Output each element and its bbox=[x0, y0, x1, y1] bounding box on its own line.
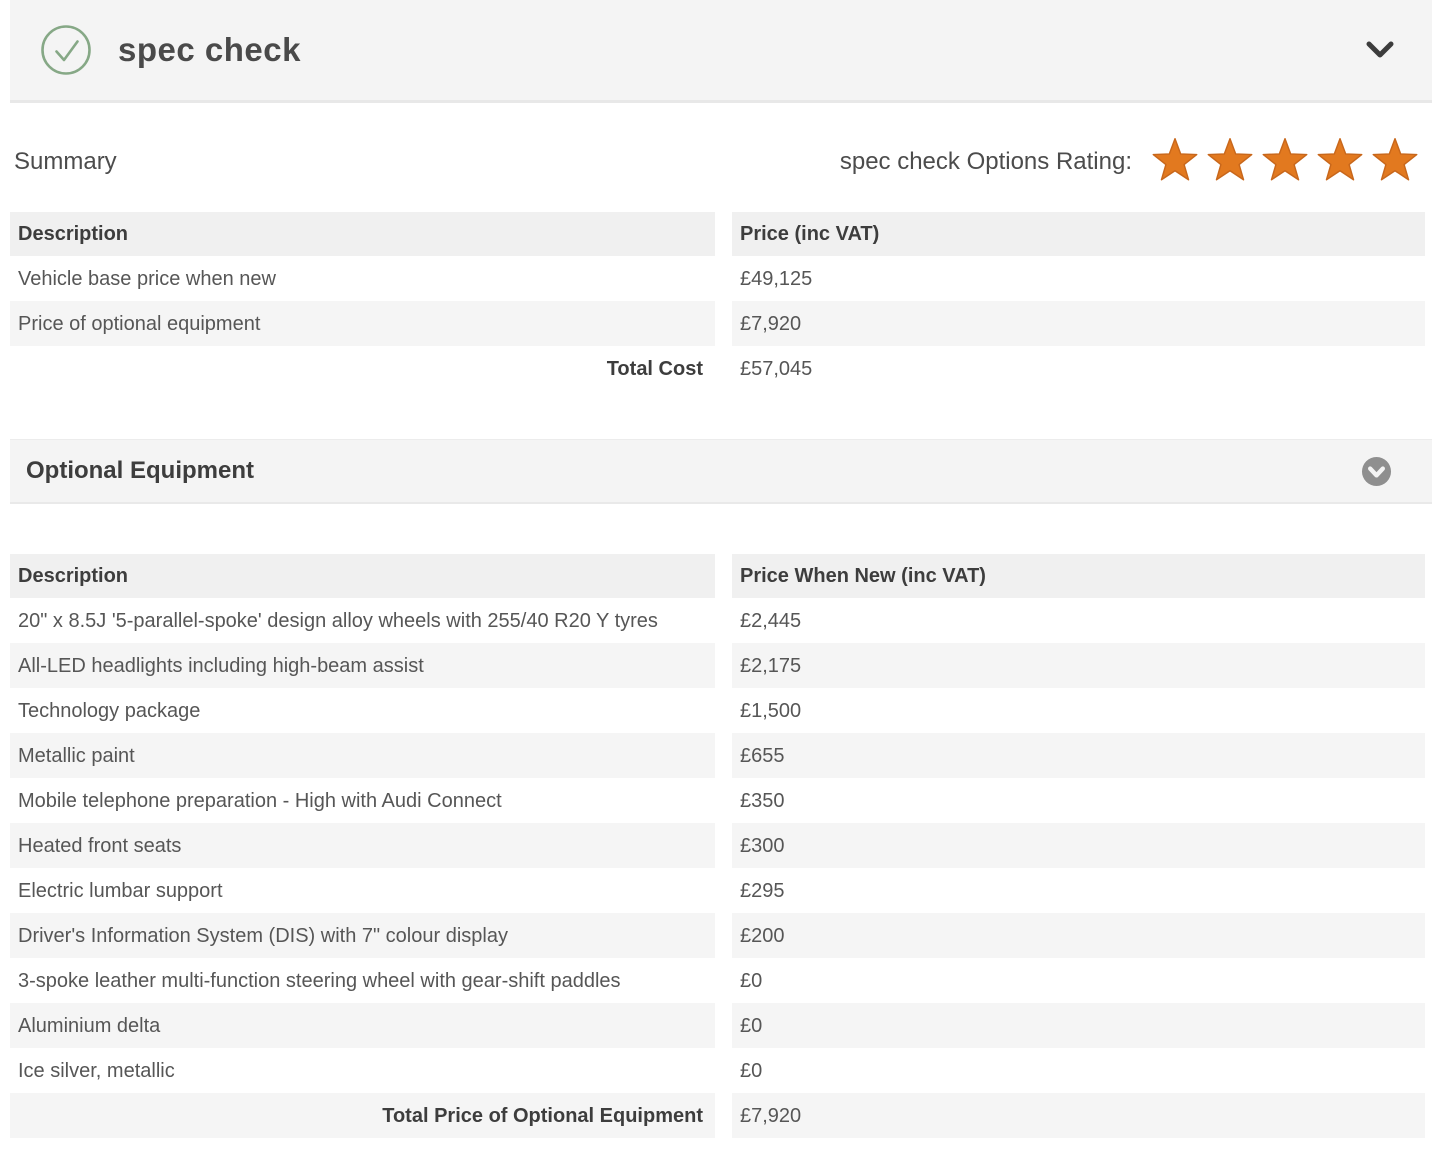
row-description: Mobile telephone preparation - High with… bbox=[18, 789, 502, 812]
star-icon bbox=[1152, 137, 1198, 186]
row-price: £49,125 bbox=[740, 267, 813, 290]
row-description: All-LED headlights including high-beam a… bbox=[10, 643, 715, 688]
chevron-down-icon[interactable] bbox=[1366, 40, 1394, 60]
row-price: £2,445 bbox=[740, 609, 802, 632]
spec-check-header[interactable]: spec check bbox=[10, 0, 1432, 103]
summary-total-label: Total Cost bbox=[606, 357, 703, 380]
equipment-total-row: Total Price of Optional Equipment £7,920 bbox=[10, 1093, 1425, 1138]
star-icon bbox=[1317, 137, 1363, 186]
optional-equipment-title: Optional Equipment bbox=[26, 457, 254, 484]
row-description: Ice silver, metallic bbox=[18, 1059, 175, 1082]
table-row: 3-spoke leather multi-function steering … bbox=[10, 958, 1425, 1003]
table-row: Electric lumbar support £295 bbox=[10, 868, 1425, 913]
rating-label: spec check Options Rating: bbox=[839, 147, 1132, 175]
summary-header-row: Summary spec check Options Rating: bbox=[14, 137, 1418, 186]
table-row: Driver's Information System (DIS) with 7… bbox=[10, 913, 1425, 958]
row-price: £0 bbox=[732, 1003, 1425, 1048]
summary-total-row: Total Cost £57,045 bbox=[10, 346, 1425, 391]
row-price: £0 bbox=[740, 1059, 763, 1082]
table-row: Technology package £1,500 bbox=[10, 688, 1425, 733]
equipment-col-description: Description bbox=[10, 554, 715, 598]
summary-total-price: £57,045 bbox=[740, 357, 813, 380]
row-description: Technology package bbox=[18, 699, 201, 722]
row-description: Price of optional equipment bbox=[10, 301, 715, 346]
summary-table: Description Price (inc VAT) Vehicle base… bbox=[10, 212, 1425, 391]
row-price: £2,175 bbox=[732, 643, 1425, 688]
row-description: 3-spoke leather multi-function steering … bbox=[18, 969, 621, 992]
equipment-total-price: £7,920 bbox=[732, 1093, 1425, 1138]
page-title: spec check bbox=[118, 31, 301, 68]
table-row: Mobile telephone preparation - High with… bbox=[10, 778, 1425, 823]
chevron-down-circle-icon[interactable] bbox=[1361, 456, 1392, 487]
row-price: £350 bbox=[740, 789, 785, 812]
row-price: £300 bbox=[732, 823, 1425, 868]
row-description: Vehicle base price when new bbox=[18, 267, 276, 290]
row-price: £1,500 bbox=[740, 699, 802, 722]
summary-col-description: Description bbox=[10, 212, 715, 256]
summary-table-rows: Vehicle base price when new £49,125 Pric… bbox=[10, 256, 1425, 346]
table-row: Vehicle base price when new £49,125 bbox=[10, 256, 1425, 301]
table-row: Aluminium delta £0 bbox=[10, 1003, 1425, 1048]
optional-equipment-header[interactable]: Optional Equipment bbox=[10, 439, 1432, 504]
row-price: £7,920 bbox=[732, 301, 1425, 346]
equipment-total-label: Total Price of Optional Equipment bbox=[10, 1093, 715, 1138]
check-circle-icon bbox=[40, 24, 92, 76]
table-row: 20" x 8.5J '5-parallel-spoke' design all… bbox=[10, 598, 1425, 643]
table-row: Ice silver, metallic £0 bbox=[10, 1048, 1425, 1093]
star-icon bbox=[1372, 137, 1418, 186]
star-icon bbox=[1207, 137, 1253, 186]
row-price: £295 bbox=[740, 879, 785, 902]
rating-stars bbox=[1152, 137, 1418, 186]
row-description: Driver's Information System (DIS) with 7… bbox=[10, 913, 715, 958]
summary-col-price: Price (inc VAT) bbox=[732, 212, 1425, 256]
optional-equipment-table: Description Price When New (inc VAT) 20"… bbox=[10, 554, 1425, 1138]
row-price: £0 bbox=[740, 969, 763, 992]
summary-table-header: Description Price (inc VAT) bbox=[10, 212, 1425, 256]
star-icon bbox=[1262, 137, 1308, 186]
row-description: Aluminium delta bbox=[10, 1003, 715, 1048]
equipment-table-header: Description Price When New (inc VAT) bbox=[10, 554, 1425, 598]
table-row: All-LED headlights including high-beam a… bbox=[10, 643, 1425, 688]
table-row: Heated front seats £300 bbox=[10, 823, 1425, 868]
row-description: Heated front seats bbox=[10, 823, 715, 868]
equipment-table-rows: 20" x 8.5J '5-parallel-spoke' design all… bbox=[10, 598, 1425, 1093]
table-row: Metallic paint £655 bbox=[10, 733, 1425, 778]
summary-title: Summary bbox=[14, 147, 117, 175]
row-description: 20" x 8.5J '5-parallel-spoke' design all… bbox=[18, 609, 658, 632]
table-row: Price of optional equipment £7,920 bbox=[10, 301, 1425, 346]
row-price: £200 bbox=[732, 913, 1425, 958]
options-rating: spec check Options Rating: bbox=[840, 137, 1418, 186]
equipment-col-price: Price When New (inc VAT) bbox=[732, 554, 1425, 598]
row-price: £655 bbox=[732, 733, 1425, 778]
row-description: Electric lumbar support bbox=[18, 879, 223, 902]
row-description: Metallic paint bbox=[10, 733, 715, 778]
